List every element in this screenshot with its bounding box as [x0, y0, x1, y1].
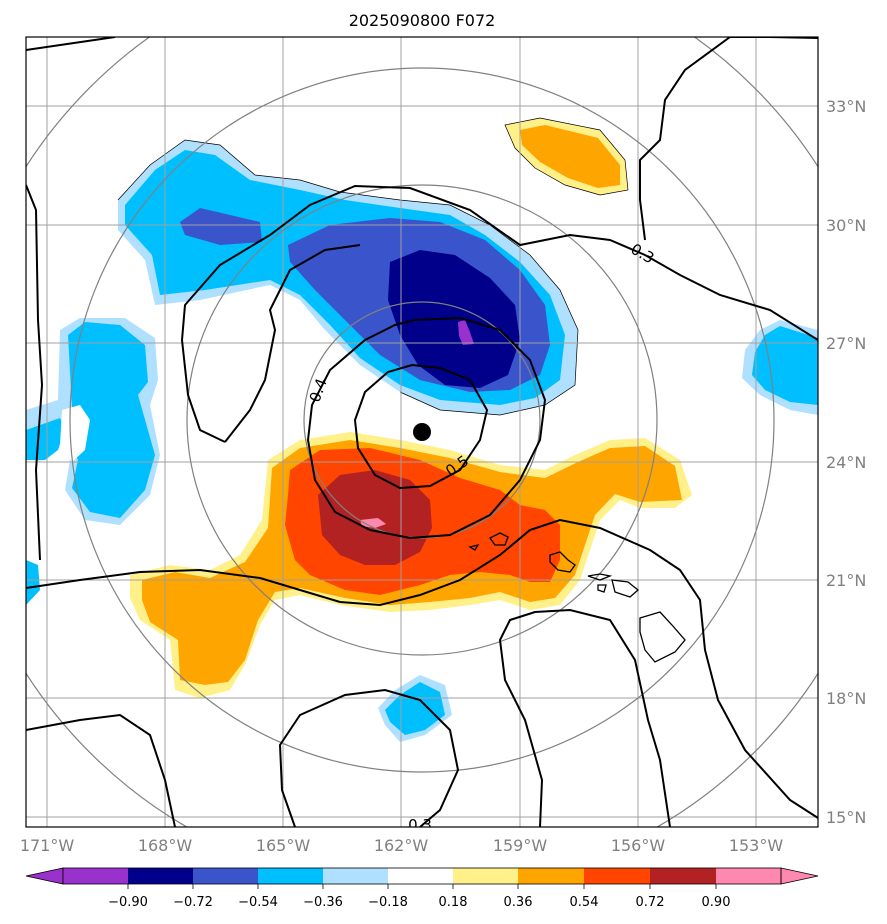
filled-contours — [26, 117, 818, 742]
positive-anomaly-ne-mid — [520, 125, 620, 188]
negative-anomaly-sw-edge — [26, 560, 40, 605]
map-area: 0.3 0.4 0.5 0.3 — [26, 37, 818, 834]
colorbar-segment — [518, 868, 584, 884]
colorbar-label: −0.54 — [238, 895, 278, 910]
lat-tick-label: 27°N — [826, 334, 866, 353]
figure-title: 2025090800 F072 — [349, 11, 496, 30]
colorbar-segment — [128, 868, 193, 884]
anomaly-west-hole — [60, 405, 90, 462]
lon-tick-label: 162°W — [374, 836, 429, 855]
colorbar-label: −0.72 — [173, 895, 213, 910]
lat-tick-label: 24°N — [826, 453, 866, 472]
lon-tick-label: 159°W — [493, 836, 548, 855]
contour-label-0-3-north: 0.3 — [628, 240, 658, 268]
colorbar-segment — [388, 868, 453, 884]
colorbar-extend-max — [780, 867, 819, 885]
colorbar-label: −0.90 — [108, 895, 148, 910]
colorbar: −0.90 −0.72 −0.54 −0.36 −0.18 0.18 0.36 … — [25, 867, 819, 910]
lon-tick-label: 171°W — [20, 836, 75, 855]
anomaly-outline-ne — [504, 117, 629, 196]
colorbar-segment — [650, 868, 716, 884]
lon-tick-label: 156°W — [611, 836, 666, 855]
colorbar-extend-min — [25, 867, 64, 885]
contour-label-0-3-south: 0.3 — [408, 816, 432, 834]
colorbar-segment — [258, 868, 323, 884]
colorbar-ticks — [127, 884, 717, 889]
positive-anomaly-firebrick — [318, 470, 432, 565]
colorbar-label: −0.18 — [368, 895, 408, 910]
colorbar-label: −0.36 — [303, 895, 343, 910]
colorbar-segment — [453, 868, 518, 884]
lon-tick-label: 153°W — [729, 836, 784, 855]
colorbar-segment — [584, 868, 650, 884]
colorbar-segment — [716, 868, 781, 884]
colorbar-label: 0.18 — [439, 895, 468, 910]
colorbar-frame — [62, 867, 782, 885]
map-frame — [25, 36, 819, 828]
lon-tick-label: 168°W — [138, 836, 193, 855]
colorbar-label: 0.90 — [702, 895, 731, 910]
negative-anomaly-east-mid — [752, 326, 818, 405]
lat-tick-label: 15°N — [826, 808, 866, 827]
latitude-axis: 33°N 30°N 27°N 24°N 21°N 18°N 15°N — [826, 97, 866, 827]
positive-anomaly-peak — [360, 518, 386, 528]
negative-anomaly-west-mid — [26, 322, 155, 518]
colorbar-label: 0.36 — [504, 895, 533, 910]
colorbar-segment — [193, 868, 258, 884]
negative-anomaly-peak — [458, 320, 474, 345]
contour-lines — [26, 37, 818, 827]
lon-tick-label: 165°W — [256, 836, 311, 855]
coastlines — [468, 532, 686, 663]
lat-tick-label: 33°N — [826, 97, 866, 116]
anomaly-outline-north — [117, 139, 579, 416]
lat-tick-label: 18°N — [826, 689, 866, 708]
colorbar-label: 0.72 — [636, 895, 665, 910]
longitude-axis: 171°W 168°W 165°W 162°W 159°W 156°W 153°… — [20, 836, 784, 855]
storm-center-marker — [413, 423, 431, 441]
colorbar-segment — [323, 868, 388, 884]
lat-tick-label: 30°N — [826, 216, 866, 235]
lat-tick-label: 21°N — [826, 571, 866, 590]
colorbar-label: 0.54 — [570, 895, 599, 910]
contour-label-0-4: 0.4 — [306, 376, 331, 405]
colorbar-segment — [63, 868, 128, 884]
